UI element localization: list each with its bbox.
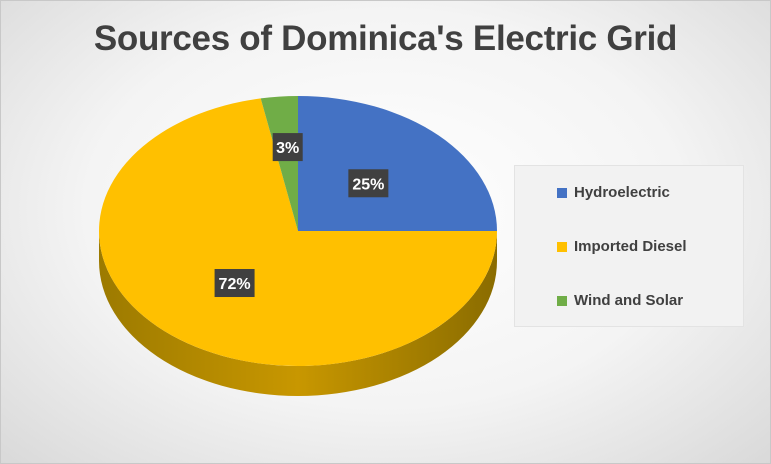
legend-item-wind-and-solar: Wind and Solar: [557, 292, 683, 309]
legend: Hydroelectric Imported Diesel Wind and S…: [514, 165, 744, 327]
data-label-box-imported-diesel: [214, 269, 255, 298]
pie-slice-imported-diesel: [99, 98, 498, 366]
pie-slice-wind-and-solar: [260, 96, 298, 231]
legend-swatch-wind-and-solar: [557, 295, 567, 306]
data-label-box-hydroelectric: [348, 169, 389, 198]
data-label-wind-and-solar: 3%: [272, 133, 303, 162]
legend-swatch-imported-diesel: [557, 241, 567, 252]
legend-label-wind-and-solar: Wind and Solar: [574, 292, 684, 309]
data-label-text-imported-diesel: 72%: [219, 276, 251, 293]
data-label-imported-diesel: 72%: [214, 269, 255, 298]
data-label-text-hydroelectric: 25%: [352, 176, 384, 193]
chart-title: Sources of Dominica's Electric Grid: [93, 19, 678, 58]
data-label-text-wind-and-solar: 3%: [276, 140, 299, 157]
data-label-hydroelectric: 25%: [348, 169, 389, 198]
legend-item-imported-diesel: Imported Diesel: [557, 238, 687, 255]
legend-item-hydroelectric: Hydroelectric: [557, 184, 670, 201]
pie-side-wall: [99, 231, 497, 396]
legend-label-hydroelectric: Hydroelectric: [574, 184, 670, 201]
data-label-box-wind-and-solar: [272, 133, 303, 162]
pie-slice-hydroelectric: [298, 96, 497, 231]
legend-label-imported-diesel: Imported Diesel: [574, 238, 687, 255]
legend-swatch-hydroelectric: [557, 187, 567, 198]
